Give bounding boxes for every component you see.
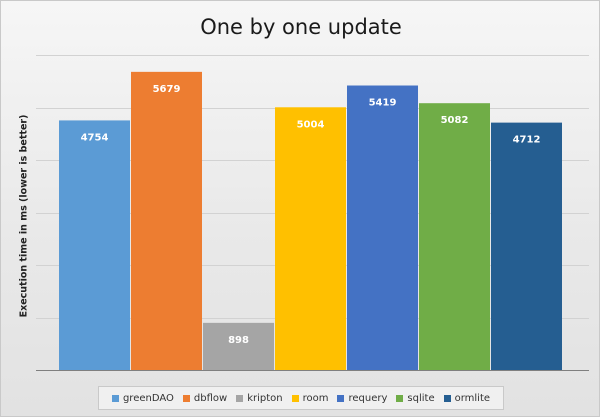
bar-sqlite <box>419 103 490 370</box>
data-label-kripton: 898 <box>228 335 249 346</box>
legend-item-greendao: greenDAO <box>111 392 174 404</box>
chart-title: One by one update <box>200 15 402 39</box>
legend-item-dbflow: dbflow <box>182 392 228 404</box>
legend-label: sqlite <box>407 392 435 404</box>
legend-label: greenDAO <box>122 392 174 404</box>
legend-swatch <box>111 394 119 402</box>
legend-swatch <box>182 394 190 402</box>
data-label-greendao: 4754 <box>81 132 109 143</box>
bar-greendao <box>59 120 130 370</box>
legend-label: kripton <box>247 392 283 404</box>
legend-item-requery: requery <box>337 393 387 404</box>
data-label-room: 5004 <box>297 119 325 130</box>
bar-kripton <box>203 322 274 370</box>
legend: greenDAO dbflow kripton room requery sqlite or… <box>98 386 504 410</box>
data-label-ormlite: 4712 <box>513 135 541 146</box>
legend-label: ormlite <box>454 392 491 404</box>
legend-item-ormlite: ormlite <box>443 392 491 404</box>
bar-requery <box>347 85 418 370</box>
data-label-requery: 5419 <box>369 98 397 109</box>
data-label-sqlite: 5082 <box>441 115 469 126</box>
bar-ormlite <box>491 122 562 371</box>
legend-swatch <box>443 394 451 402</box>
legend-swatch <box>291 394 299 402</box>
legend-item-room: room <box>291 392 329 404</box>
data-label-dbflow: 5679 <box>153 84 181 95</box>
legend-label: requery <box>348 392 388 404</box>
legend-item-sqlite: sqlite <box>396 392 435 404</box>
bar-dbflow <box>131 71 202 370</box>
legend-swatch <box>337 394 345 402</box>
legend-swatch <box>396 394 404 402</box>
bar-room <box>275 107 346 370</box>
legend-swatch <box>236 394 244 402</box>
legend-label: dbflow <box>193 392 228 404</box>
legend-item-kripton: kripton <box>236 392 283 404</box>
legend-label: room <box>302 392 329 404</box>
